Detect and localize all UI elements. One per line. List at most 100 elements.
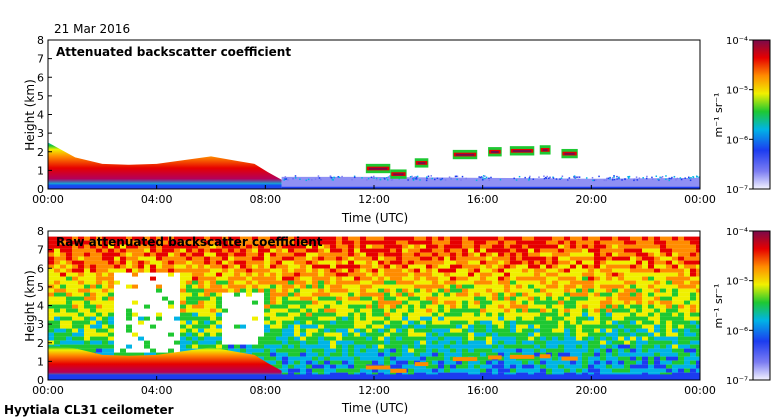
raw-backscatter-cell [348,324,354,329]
raw-backscatter-cell [396,356,402,361]
raw-backscatter-cell [294,236,300,241]
raw-backscatter-cell [96,284,102,289]
raw-backscatter-cell [648,252,654,257]
raw-backscatter-cell [408,324,414,329]
raw-backscatter-cell [486,240,492,245]
raw-backscatter-cell [186,316,192,321]
raw-backscatter-cell [330,308,336,313]
raw-backscatter-cell [636,264,642,269]
raw-backscatter-cell [444,272,450,277]
raw-backscatter-cell [366,268,372,273]
raw-backscatter-cell [318,284,324,289]
raw-backscatter-cell [120,248,126,253]
raw-backscatter-cell [180,328,186,333]
raw-backscatter-cell [126,236,132,241]
raw-backscatter-cell [480,268,486,273]
raw-backscatter-cell [294,316,300,321]
raw-backscatter-cell [624,352,630,357]
aerosol-speckle [407,179,409,181]
raw-backscatter-cell [522,272,528,277]
raw-backscatter-cell [480,288,486,293]
raw-backscatter-cell [642,352,648,357]
aerosol-speckle [439,177,441,180]
raw-backscatter-cell [552,360,558,365]
raw-backscatter-cell [276,260,282,265]
raw-backscatter-cell [618,256,624,261]
raw-backscatter-cell [588,236,594,241]
raw-backscatter-cell [426,320,432,325]
raw-backscatter-cell [348,312,354,317]
raw-backscatter-cell [486,368,492,373]
raw-backscatter-cell [558,368,564,373]
raw-backscatter-cell [666,264,672,269]
raw-backscatter-cell [252,264,258,269]
raw-backscatter-cell [522,248,528,253]
raw-backscatter-cell [306,300,312,305]
raw-backscatter-cell [666,288,672,293]
raw-backscatter-cell [348,276,354,281]
raw-backscatter-cell [240,280,246,285]
raw-backscatter-cell [444,308,450,313]
raw-backscatter-cell [486,236,492,241]
raw-backscatter-cell [396,248,402,253]
raw-backscatter-cell [504,252,510,257]
raw-backscatter-cell [642,288,648,293]
cloud-peak-mark [542,149,548,152]
raw-backscatter-cell [516,332,522,337]
raw-backscatter-cell [342,296,348,301]
raw-backscatter-cell [678,316,684,321]
colorbar-tick-label: 10⁻⁷ [726,376,748,387]
raw-backscatter-cell [516,236,522,241]
raw-backscatter-cell [138,316,144,321]
raw-backscatter-cell [306,296,312,301]
raw-backscatter-cell [672,320,678,325]
raw-backscatter-cell [600,324,606,329]
raw-backscatter-cell [486,352,492,357]
raw-backscatter-cell [438,316,444,321]
raw-backscatter-cell [294,308,300,313]
raw-backscatter-cell [306,288,312,293]
raw-backscatter-cell [96,260,102,265]
raw-backscatter-cell [372,304,378,309]
raw-backscatter-cell [612,276,618,281]
raw-backscatter-cell [564,300,570,305]
raw-backscatter-cell [366,348,372,353]
raw-backscatter-cell [228,288,234,293]
raw-backscatter-cell [300,276,306,281]
raw-backscatter-cell [546,300,552,305]
raw-backscatter-cell [540,332,546,337]
raw-backscatter-cell [324,260,330,265]
raw-backscatter-cell [84,316,90,321]
raw-backscatter-cell [306,368,312,373]
raw-backscatter-cell [564,324,570,329]
raw-backscatter-cell [468,352,474,357]
raw-backscatter-cell [402,296,408,301]
aerosol-speckle [543,175,545,177]
raw-backscatter-cell [96,272,102,277]
raw-backscatter-cell [468,312,474,317]
raw-backscatter-cell [120,348,126,353]
raw-backscatter-cell [618,348,624,353]
raw-backscatter-cell [564,268,570,273]
raw-backscatter-cell [144,256,150,261]
raw-backscatter-cell [642,236,648,241]
raw-backscatter-cell [354,324,360,329]
raw-backscatter-cell [516,260,522,265]
raw-backscatter-cell [672,328,678,333]
raw-backscatter-cell [372,252,378,257]
raw-backscatter-cell [120,352,126,357]
raw-backscatter-cell [522,296,528,301]
raw-backscatter-cell [588,328,594,333]
raw-backscatter-cell [336,260,342,265]
raw-backscatter-cell [462,352,468,357]
raw-backscatter-cell [642,308,648,313]
raw-backscatter-cell [270,360,276,365]
raw-backscatter-cell [156,248,162,253]
raw-backscatter-cell [228,344,234,349]
raw-backscatter-cell [654,300,660,305]
raw-backscatter-cell [696,284,700,289]
raw-backscatter-cell [192,264,198,269]
raw-backscatter-cell [606,252,612,257]
raw-backscatter-cell [564,296,570,301]
raw-backscatter-cell [90,248,96,253]
